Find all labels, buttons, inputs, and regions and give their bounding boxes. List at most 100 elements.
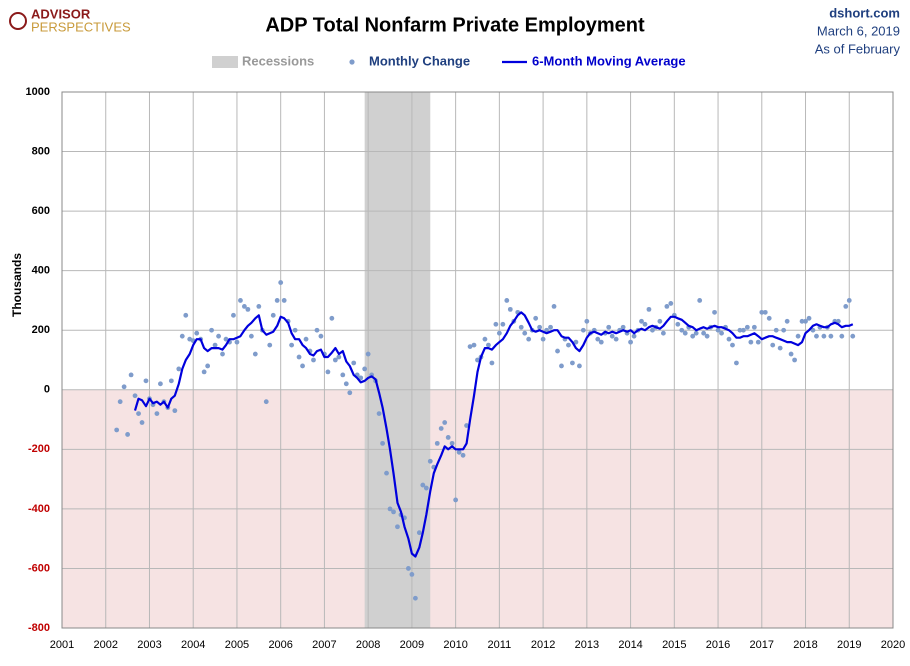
- monthly-point: [340, 372, 346, 378]
- monthly-point: [205, 363, 211, 369]
- monthly-point: [256, 304, 262, 309]
- monthly-point: [136, 411, 141, 416]
- monthly-point: [595, 336, 601, 342]
- monthly-point: [828, 333, 834, 339]
- monthly-point: [507, 306, 513, 312]
- monthly-point: [533, 315, 539, 321]
- monthly-point: [843, 304, 849, 309]
- monthly-point: [267, 342, 273, 348]
- x-tick-label: 2003: [137, 639, 161, 651]
- monthly-point: [456, 449, 462, 455]
- monthly-point: [245, 306, 251, 312]
- monthly-point: [231, 312, 236, 318]
- x-tick-label: 2009: [400, 639, 424, 651]
- x-tick-label: 2011: [488, 639, 512, 651]
- monthly-point: [314, 327, 320, 333]
- monthly-point: [664, 304, 670, 309]
- x-tick-label: 2016: [706, 639, 730, 651]
- monthly-point: [416, 530, 422, 536]
- monthly-point: [380, 440, 385, 446]
- logo-top: ADVISOR: [31, 6, 91, 21]
- monthly-point: [158, 381, 163, 387]
- monthly-point: [179, 333, 185, 339]
- monthly-point: [496, 330, 502, 336]
- monthly-point: [139, 420, 145, 425]
- y-tick-label: -400: [28, 503, 50, 515]
- monthly-point: [810, 327, 816, 333]
- monthly-point: [128, 372, 134, 378]
- y-tick-label: 600: [32, 205, 50, 217]
- y-tick-label: 1000: [26, 86, 50, 98]
- moving-average-line: [133, 311, 854, 558]
- monthly-point: [362, 366, 368, 372]
- monthly-point: [464, 423, 469, 428]
- monthly-point: [726, 336, 732, 342]
- monthly-point: [154, 411, 160, 416]
- monthly-point: [300, 363, 305, 369]
- logo-icon: [9, 12, 27, 30]
- monthly-point: [351, 360, 357, 366]
- monthly-point: [132, 393, 138, 399]
- monthly-point: [216, 333, 221, 339]
- monthly-point: [584, 318, 590, 324]
- monthly-point: [846, 298, 852, 303]
- legend-label: Monthly Change: [369, 53, 470, 68]
- chart-title: ADP Total Nonfarm Private Employment: [265, 14, 645, 36]
- monthly-point: [347, 390, 353, 396]
- monthly-point: [391, 509, 396, 515]
- x-tick-label: 2004: [181, 639, 205, 651]
- monthly-point: [631, 333, 637, 339]
- monthly-point: [577, 363, 582, 369]
- monthly-point: [412, 595, 418, 601]
- monthly-point: [598, 339, 604, 345]
- monthly-point: [777, 345, 783, 351]
- monthly-point: [311, 357, 316, 363]
- monthly-point: [270, 312, 276, 318]
- monthly-point: [395, 524, 400, 530]
- monthly-point: [839, 333, 845, 339]
- monthly-point: [781, 327, 787, 333]
- monthly-point: [194, 330, 200, 336]
- plot-border: [61, 91, 894, 629]
- monthly-point: [434, 440, 440, 446]
- monthly-point: [114, 427, 120, 433]
- monthly-point: [121, 384, 127, 390]
- monthly-point: [570, 360, 575, 366]
- monthly-point: [682, 330, 688, 336]
- monthly-point: [566, 342, 571, 348]
- monthly-point: [784, 318, 790, 324]
- x-tick-label: 2017: [750, 639, 774, 651]
- x-tick-label: 2013: [575, 639, 599, 651]
- monthly-point: [234, 339, 240, 345]
- monthly-point: [172, 408, 178, 414]
- monthly-point: [715, 327, 721, 333]
- recession-band: [364, 92, 431, 628]
- monthly-point: [296, 354, 302, 360]
- monthly-point: [559, 363, 564, 369]
- monthly-point: [806, 315, 812, 321]
- monthly-point: [475, 357, 480, 363]
- monthly-point: [537, 324, 543, 330]
- monthly-point: [518, 324, 524, 330]
- legend-swatch: [349, 59, 355, 65]
- monthly-point: [460, 452, 466, 458]
- monthly-point: [548, 324, 553, 330]
- monthly-point: [376, 411, 382, 416]
- monthly-point: [471, 342, 477, 348]
- monthly-point: [544, 327, 550, 333]
- monthly-point: [467, 344, 473, 349]
- monthly-point: [755, 339, 761, 345]
- x-tick-label: 2006: [268, 639, 292, 651]
- monthly-point: [762, 309, 768, 315]
- monthly-point: [697, 298, 703, 303]
- monthly-point: [788, 351, 794, 357]
- monthly-point: [850, 333, 856, 339]
- monthly-point: [303, 336, 309, 342]
- monthly-point: [759, 309, 765, 315]
- monthly-point: [365, 351, 371, 357]
- monthly-point: [792, 357, 797, 363]
- y-tick-label: -800: [28, 622, 50, 634]
- monthly-point: [168, 378, 174, 384]
- monthly-point: [795, 333, 801, 339]
- as-of: As of February: [815, 41, 901, 56]
